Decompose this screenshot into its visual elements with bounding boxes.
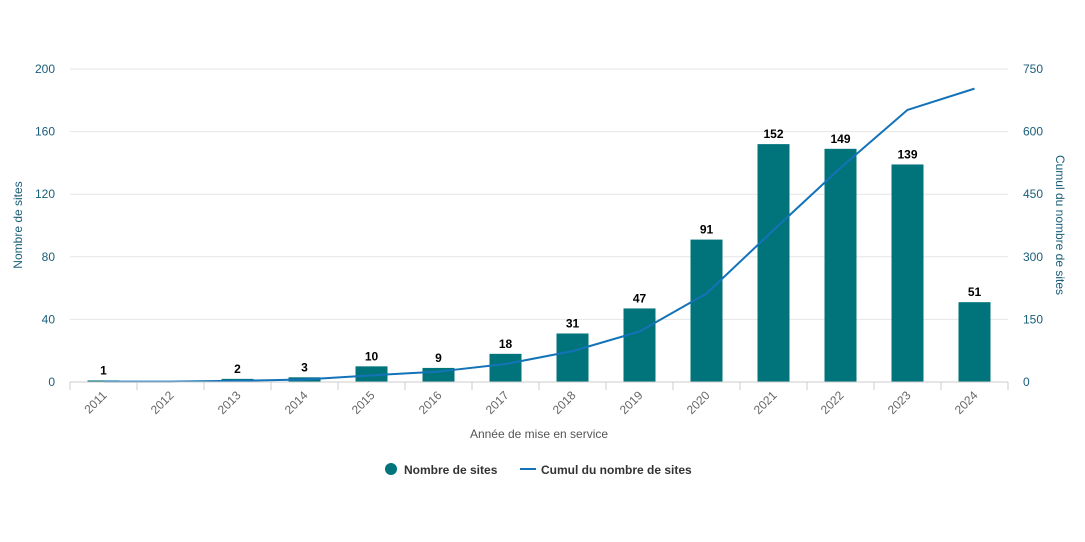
- bar[interactable]: [623, 308, 656, 382]
- x-tick-label: 2012: [148, 388, 177, 417]
- x-tick-label: 2014: [282, 388, 311, 417]
- bar-value-label: 1: [100, 363, 107, 377]
- x-tick-label: 2023: [885, 388, 914, 417]
- bar[interactable]: [489, 353, 522, 382]
- bar[interactable]: [891, 164, 924, 382]
- x-tick-label: 2020: [684, 388, 713, 417]
- gridlines: [70, 68, 1008, 320]
- x-axis-title: Année de mise en service: [470, 427, 608, 441]
- bar-value-label: 139: [897, 147, 917, 161]
- bar[interactable]: [958, 302, 991, 382]
- bar-value-label: 2: [234, 362, 241, 376]
- x-tick-label: 2011: [81, 388, 109, 416]
- y-right-tick-label: 600: [1023, 125, 1043, 139]
- legend-line-label: Cumul du nombre de sites: [541, 463, 692, 477]
- bar-series: [87, 144, 991, 382]
- legend-bar-marker: [385, 463, 397, 475]
- bar-value-label: 10: [365, 349, 379, 363]
- y-left-tick-label: 160: [35, 125, 55, 139]
- y-left-tick-label: 0: [48, 375, 55, 389]
- bar[interactable]: [355, 366, 388, 382]
- x-tick-label: 2019: [617, 388, 646, 417]
- y-axis-right-title: Cumul du nombre de sites: [1053, 155, 1067, 295]
- line-series: [103, 87, 975, 383]
- legend-bar-label: Nombre de sites: [404, 463, 498, 477]
- bar-value-label: 149: [830, 132, 850, 146]
- legend: Nombre de sites Cumul du nombre de sites: [385, 463, 692, 477]
- cumulative-line[interactable]: [103, 87, 975, 383]
- x-tick-label: 2017: [483, 388, 512, 417]
- bar-value-label: 47: [633, 291, 647, 305]
- y-axis-left-title: Nombre de sites: [11, 181, 25, 268]
- data-labels: 1 2 3 10 9 18 31 47 91 152 149 139 51: [100, 127, 981, 377]
- y-left-tick-label: 80: [42, 250, 56, 264]
- bar-value-label: 152: [763, 127, 783, 141]
- bar[interactable]: [690, 239, 723, 382]
- x-tick-label: 2015: [349, 388, 378, 417]
- bar-value-label: 3: [301, 360, 308, 374]
- bar-value-label: 18: [499, 337, 513, 351]
- legend-item-line[interactable]: Cumul du nombre de sites: [520, 463, 692, 477]
- bar-value-label: 51: [968, 285, 982, 299]
- x-tick-label: 2021: [751, 388, 780, 417]
- y-right-tick-label: 300: [1023, 250, 1043, 264]
- bar-value-label: 9: [435, 351, 442, 365]
- x-tick-label: 2024: [952, 388, 981, 417]
- legend-item-bars[interactable]: Nombre de sites: [385, 463, 498, 477]
- y-right-tick-label: 0: [1023, 375, 1030, 389]
- y-left-tick-label: 120: [35, 187, 55, 201]
- x-tick-label: 2018: [550, 388, 579, 417]
- x-tick-label: 2013: [215, 388, 244, 417]
- x-tick-label: 2022: [818, 388, 847, 417]
- bar[interactable]: [824, 148, 857, 382]
- y-left-tick-label: 40: [42, 312, 56, 326]
- x-tick-label: 2016: [416, 388, 445, 417]
- y-left-tick-label: 200: [35, 62, 55, 76]
- bar-value-label: 31: [566, 316, 580, 330]
- y-right-tick-label: 750: [1023, 62, 1043, 76]
- y-right-tick-label: 450: [1023, 187, 1043, 201]
- bar-value-label: 91: [700, 223, 714, 237]
- bar[interactable]: [556, 333, 589, 382]
- y-right-tick-label: 150: [1023, 312, 1043, 326]
- bar[interactable]: [757, 144, 790, 382]
